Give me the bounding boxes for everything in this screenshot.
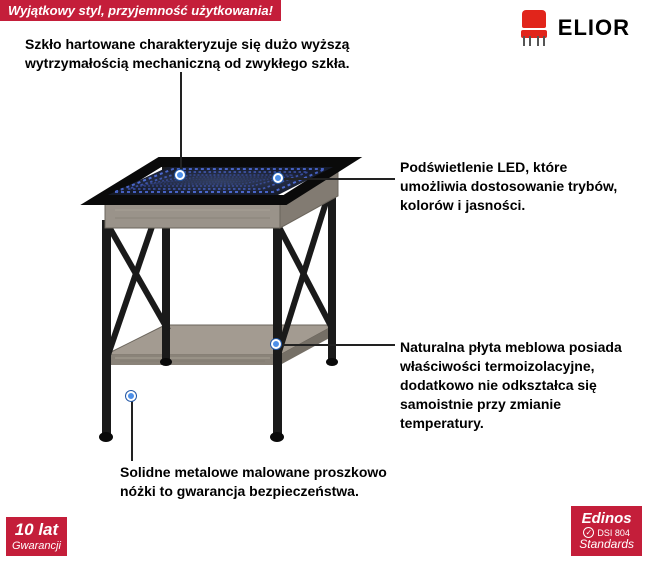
pointer-line bbox=[131, 399, 133, 461]
brand-logo: ELIOR bbox=[518, 10, 630, 46]
pointer-dot bbox=[175, 170, 185, 180]
pointer-dot bbox=[273, 173, 283, 183]
chair-icon bbox=[518, 10, 550, 46]
pointer-dot bbox=[271, 339, 281, 349]
standards-name: Edinos bbox=[579, 510, 634, 527]
callout-tempered-glass: Szkło hartowane charakteryzuje się dużo … bbox=[25, 35, 405, 73]
callout-led-lighting: Podświetlenie LED, które umożliwia dosto… bbox=[400, 158, 630, 215]
callout-metal-legs: Solidne metalowe malowane proszkowo nóżk… bbox=[120, 463, 400, 501]
pointer-line bbox=[180, 72, 182, 172]
brand-name: ELIOR bbox=[558, 15, 630, 41]
pointer-line bbox=[280, 344, 395, 346]
pointer-line bbox=[282, 178, 395, 180]
warranty-years: 10 lat bbox=[12, 521, 61, 540]
pointer-dot bbox=[126, 391, 136, 401]
warranty-label: Gwarancji bbox=[12, 540, 61, 552]
warranty-badge: 10 lat Gwarancji bbox=[6, 517, 67, 556]
header-banner: Wyjątkowy styl, przyjemność użytkowania! bbox=[0, 0, 281, 21]
product-image bbox=[60, 70, 370, 450]
standards-badge: Edinos ✓ DSI 804 Standards bbox=[571, 506, 642, 556]
standards-label: Standards bbox=[579, 538, 634, 552]
callout-natural-board: Naturalna płyta meblowa posiada właściwo… bbox=[400, 338, 635, 432]
